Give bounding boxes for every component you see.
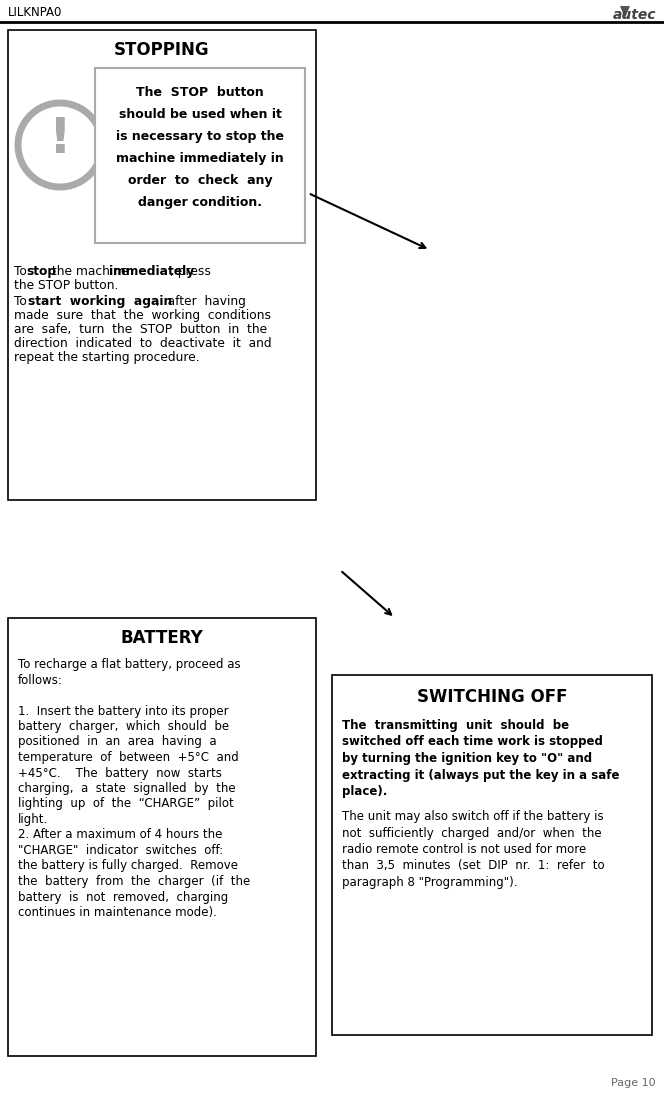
Text: !: !: [48, 115, 71, 163]
Text: extracting it (always put the key in a safe: extracting it (always put the key in a s…: [342, 768, 620, 781]
Text: LILKNPA0: LILKNPA0: [8, 5, 62, 19]
Text: +45°C.    The  battery  now  starts: +45°C. The battery now starts: [18, 766, 222, 779]
Text: positioned  in  an  area  having  a: positioned in an area having a: [18, 735, 216, 748]
FancyBboxPatch shape: [8, 30, 316, 500]
Text: the battery is fully charged.  Remove: the battery is fully charged. Remove: [18, 859, 238, 873]
Text: is necessary to stop the: is necessary to stop the: [116, 130, 284, 143]
Text: 2. After a maximum of 4 hours the: 2. After a maximum of 4 hours the: [18, 829, 222, 842]
Text: The  STOP  button: The STOP button: [136, 86, 264, 99]
Text: not  sufficiently  charged  and/or  when  the: not sufficiently charged and/or when the: [342, 826, 602, 840]
Text: BATTERY: BATTERY: [121, 629, 203, 647]
Text: start  working  again: start working again: [28, 295, 172, 308]
Text: To recharge a flat battery, proceed as: To recharge a flat battery, proceed as: [18, 658, 240, 671]
Text: the machine: the machine: [48, 265, 132, 278]
Text: follows:: follows:: [18, 674, 63, 687]
Text: To: To: [14, 265, 31, 278]
Text: immediately: immediately: [108, 265, 194, 278]
Text: To: To: [14, 295, 31, 308]
Text: made  sure  that  the  working  conditions: made sure that the working conditions: [14, 309, 271, 322]
Text: the STOP button.: the STOP button.: [14, 279, 118, 292]
FancyBboxPatch shape: [332, 675, 652, 1035]
Text: by turning the ignition key to "O" and: by turning the ignition key to "O" and: [342, 752, 592, 765]
Text: The  transmitting  unit  should  be: The transmitting unit should be: [342, 719, 569, 732]
Text: place).: place).: [342, 785, 387, 798]
Text: Page 10: Page 10: [612, 1078, 656, 1088]
Text: direction  indicated  to  deactivate  it  and: direction indicated to deactivate it and: [14, 337, 272, 349]
Text: light.: light.: [18, 813, 48, 826]
Text: machine immediately in: machine immediately in: [116, 152, 284, 165]
Text: paragraph 8 "Programming").: paragraph 8 "Programming").: [342, 876, 517, 889]
Text: switched off each time work is stopped: switched off each time work is stopped: [342, 735, 603, 748]
Text: ,  after  having: , after having: [156, 295, 246, 308]
Text: danger condition.: danger condition.: [138, 196, 262, 209]
Text: repeat the starting procedure.: repeat the starting procedure.: [14, 351, 200, 364]
Text: charging,  a  state  signalled  by  the: charging, a state signalled by the: [18, 782, 236, 795]
Text: battery  charger,  which  should  be: battery charger, which should be: [18, 720, 229, 733]
Text: stop: stop: [26, 265, 56, 278]
Text: than  3,5  minutes  (set  DIP  nr.  1:  refer  to: than 3,5 minutes (set DIP nr. 1: refer t…: [342, 859, 605, 873]
Text: continues in maintenance mode).: continues in maintenance mode).: [18, 906, 217, 919]
Text: The unit may also switch off if the battery is: The unit may also switch off if the batt…: [342, 810, 604, 823]
Text: are  safe,  turn  the  STOP  button  in  the: are safe, turn the STOP button in the: [14, 323, 267, 336]
FancyBboxPatch shape: [95, 68, 305, 243]
Text: , press: , press: [170, 265, 210, 278]
Text: autec: autec: [612, 8, 656, 22]
Text: STOPPING: STOPPING: [114, 41, 210, 59]
Text: lighting  up  of  the  “CHARGE”  pilot: lighting up of the “CHARGE” pilot: [18, 798, 234, 810]
Text: the  battery  from  the  charger  (if  the: the battery from the charger (if the: [18, 875, 250, 888]
Text: SWITCHING OFF: SWITCHING OFF: [417, 688, 567, 706]
Polygon shape: [620, 5, 630, 18]
Text: 1.  Insert the battery into its proper: 1. Insert the battery into its proper: [18, 704, 228, 718]
Text: "CHARGE"  indicator  switches  off:: "CHARGE" indicator switches off:: [18, 844, 223, 857]
Text: order  to  check  any: order to check any: [127, 174, 272, 187]
FancyBboxPatch shape: [8, 618, 316, 1056]
Text: temperature  of  between  +5°C  and: temperature of between +5°C and: [18, 751, 239, 764]
Circle shape: [18, 103, 102, 187]
Text: battery  is  not  removed,  charging: battery is not removed, charging: [18, 890, 228, 903]
Text: should be used when it: should be used when it: [119, 108, 282, 121]
Text: radio remote control is not used for more: radio remote control is not used for mor…: [342, 843, 586, 856]
